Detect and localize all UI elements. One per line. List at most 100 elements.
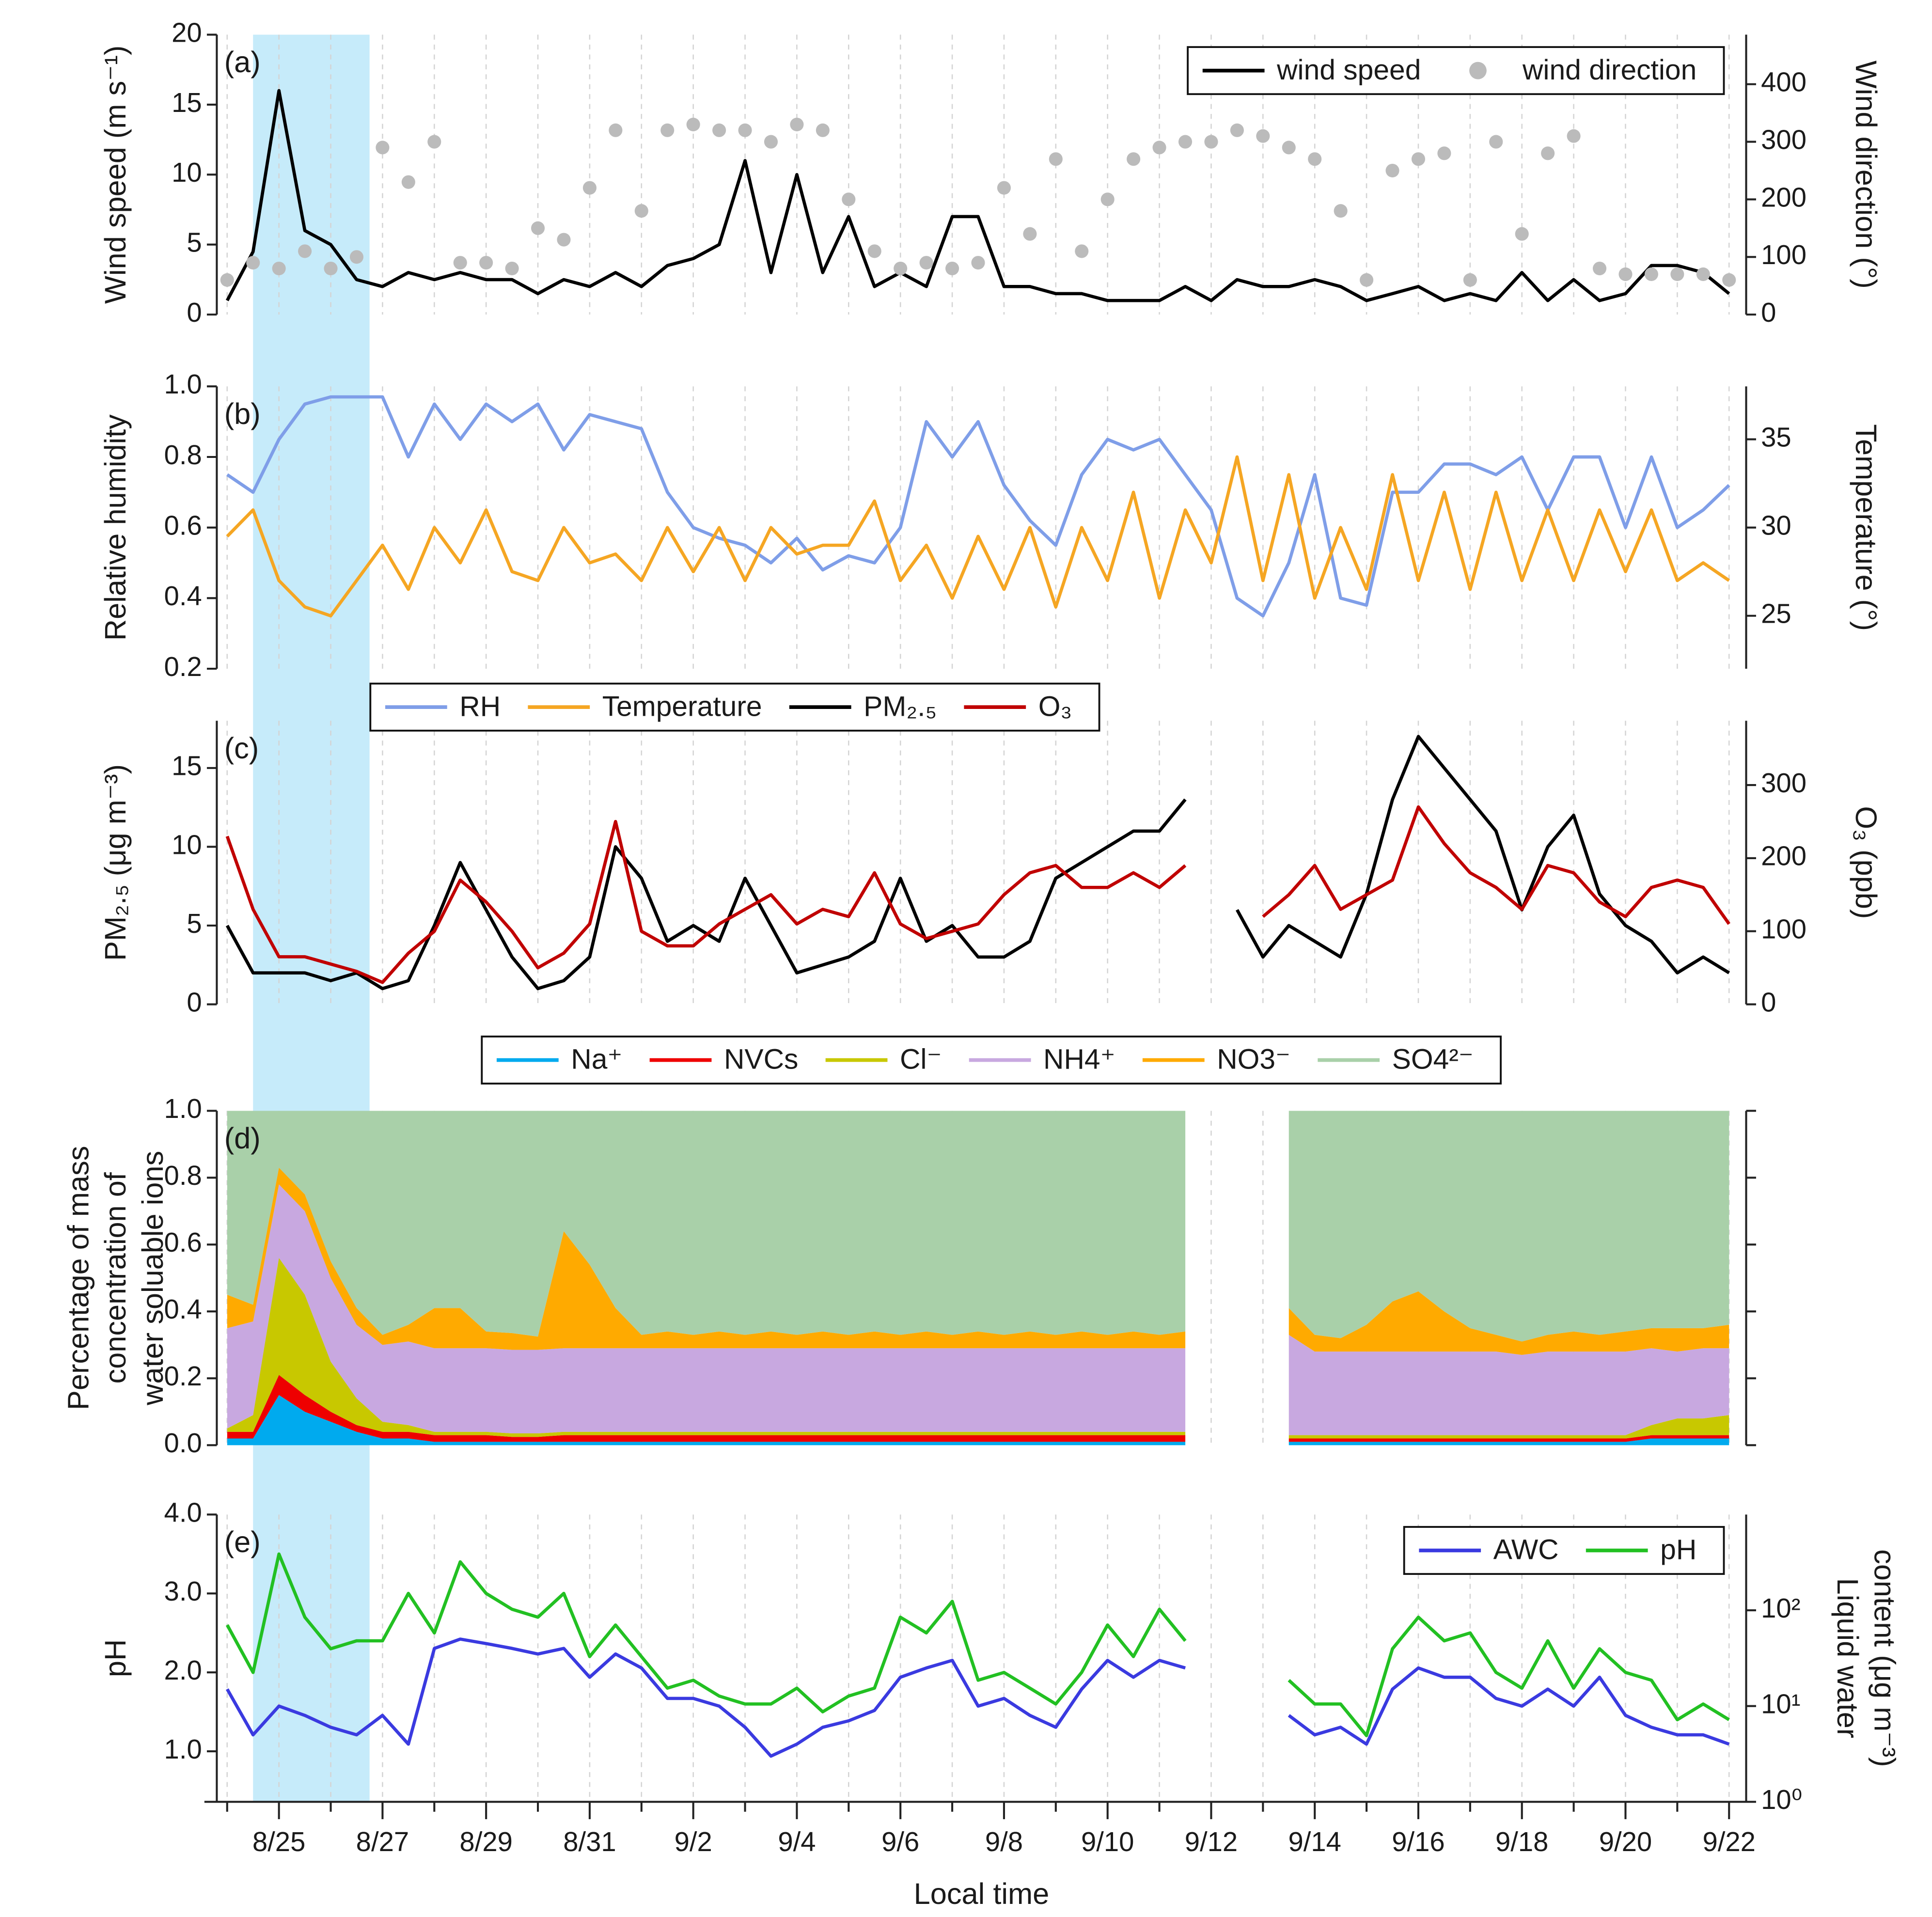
scatter-point	[246, 256, 260, 270]
scatter-point	[1567, 129, 1581, 143]
x-tick-label: 8/29	[459, 1826, 512, 1857]
panel-label: (b)	[224, 397, 261, 430]
scatter-point	[1049, 152, 1063, 166]
x-tick-label: 9/20	[1599, 1826, 1652, 1857]
scatter-point	[505, 261, 519, 276]
y-axis-title: Relative humidity	[98, 414, 132, 641]
stacked-area	[227, 1395, 1186, 1446]
y2-axis-title: Temperature (°)	[1850, 424, 1883, 631]
highlight-period	[253, 34, 370, 1802]
scatter-point	[427, 135, 441, 149]
legend-label: pH	[1660, 1534, 1696, 1566]
y2-tick-label: 0	[1761, 297, 1776, 328]
y-tick-label: 0.8	[164, 440, 202, 470]
scatter-point	[298, 244, 312, 258]
scatter-point	[1437, 146, 1451, 160]
stacked-area	[1288, 1335, 1729, 1435]
y2-tick-label: 10²	[1761, 1593, 1800, 1623]
scatter-point	[609, 123, 623, 137]
legend-label: Na⁺	[571, 1044, 622, 1075]
legend-label: Cl⁻	[900, 1044, 942, 1075]
scatter-point	[1023, 227, 1037, 241]
y-tick-label: 1.0	[164, 369, 202, 399]
panel-label: (d)	[224, 1121, 261, 1155]
y2-tick-label: 200	[1761, 841, 1806, 871]
y-tick-label: 10	[172, 157, 202, 188]
y2-axis-title: Wind direction (°)	[1850, 61, 1883, 289]
x-tick-label: 9/14	[1288, 1826, 1341, 1857]
y-axis-title: water soluable ions	[136, 1151, 169, 1406]
scatter-point	[919, 256, 933, 270]
scatter-point	[1178, 135, 1193, 149]
scatter-point	[816, 123, 830, 137]
scatter-point	[1618, 267, 1633, 281]
series-line	[225, 798, 1187, 990]
scatter-point	[738, 123, 752, 137]
x-axis-title: Local time	[914, 1877, 1050, 1910]
scatter-point	[712, 123, 726, 137]
scatter-point	[1592, 261, 1607, 276]
legend-box	[1187, 46, 1725, 95]
x-tick-label: 9/10	[1081, 1826, 1134, 1857]
scatter-point	[660, 123, 675, 137]
scatter-point	[1334, 204, 1348, 218]
y-tick-label: 5	[187, 227, 202, 258]
scatter-point	[842, 192, 856, 206]
x-tick-label: 9/16	[1392, 1826, 1445, 1857]
legend-label: AWC	[1493, 1534, 1559, 1566]
legend-label: NO3⁻	[1217, 1044, 1290, 1075]
y2-tick-label: 100	[1761, 239, 1806, 270]
scatter-point	[349, 250, 364, 264]
scatter-point	[764, 135, 778, 149]
y2-tick-label: 100	[1761, 914, 1806, 944]
y2-tick-label: 30	[1761, 510, 1791, 541]
legend: RH Temperature PM₂.₅ O₃	[369, 682, 1100, 732]
scatter-point	[1127, 152, 1141, 166]
scatter-point	[1308, 152, 1322, 166]
y-tick-label: 0.2	[164, 651, 202, 682]
y-tick-label: 0.8	[164, 1160, 202, 1191]
y2-tick-label: 300	[1761, 768, 1806, 798]
series-line	[1288, 1666, 1730, 1746]
scatter-point	[1230, 123, 1244, 137]
y-tick-label: 15	[172, 751, 202, 781]
y-tick-label: 3.0	[164, 1576, 202, 1606]
y-tick-label: 0	[187, 297, 202, 328]
y2-axis-title: Liquid water	[1831, 1578, 1865, 1739]
series-line	[225, 1552, 1187, 1713]
series-line	[226, 395, 1730, 618]
y2-tick-label: 0	[1761, 987, 1776, 1017]
legend: wind speed wind direction	[1187, 46, 1725, 95]
y-tick-label: 15	[172, 87, 202, 118]
scatter-point	[1204, 135, 1218, 149]
scatter-point	[531, 221, 545, 235]
y-axis-title: PM₂.₅ (μg m⁻³)	[98, 764, 132, 961]
scatter-point	[1075, 244, 1089, 258]
scatter-point	[634, 204, 648, 218]
y-tick-label: 1.0	[164, 1734, 202, 1764]
x-tick-label: 8/31	[563, 1826, 616, 1857]
series-line	[1288, 1615, 1730, 1737]
scatter-point	[453, 256, 467, 270]
scatter-point	[582, 181, 597, 195]
y-tick-label: 20	[172, 17, 202, 47]
series-line	[1262, 805, 1730, 925]
series-line	[226, 455, 1730, 618]
y-axis-title: Wind speed (m s⁻¹)	[98, 46, 132, 304]
scatter-point	[1411, 152, 1426, 166]
x-tick-label: 9/18	[1495, 1826, 1548, 1857]
y-tick-label: 4.0	[164, 1497, 202, 1527]
scatter-point	[894, 261, 908, 276]
panel-label: (c)	[224, 731, 259, 765]
scatter-point	[971, 256, 985, 270]
scatter-point	[1541, 146, 1555, 160]
x-tick-label: 9/22	[1703, 1826, 1756, 1857]
legend-label: NVCs	[724, 1044, 798, 1075]
y-tick-label: 0.4	[164, 581, 202, 611]
y2-axis-title: O₃ (ppb)	[1850, 806, 1883, 919]
legend-label: wind direction	[1522, 54, 1696, 86]
stacked-area	[1288, 1291, 1729, 1355]
x-tick-label: 8/25	[252, 1826, 305, 1857]
x-tick-label: 9/8	[985, 1826, 1023, 1857]
